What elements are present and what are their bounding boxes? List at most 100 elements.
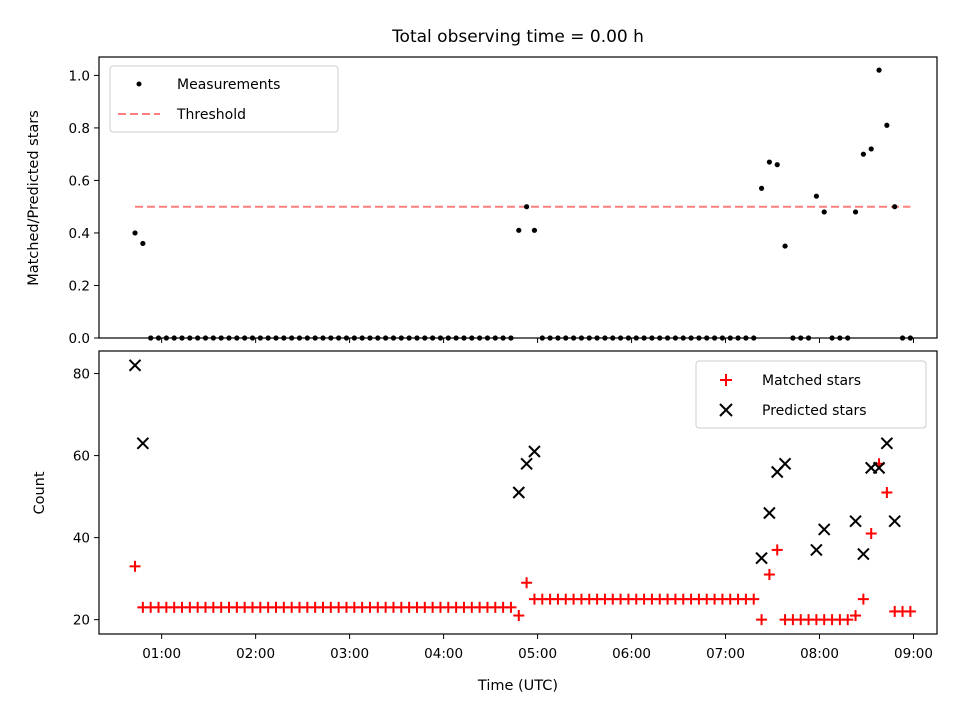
measurement-point	[249, 335, 256, 341]
matched-star-point	[842, 614, 854, 626]
measurement-point	[735, 335, 741, 341]
measurement-point	[758, 185, 765, 191]
measurement-point	[696, 335, 702, 341]
bottom-axis-ticks: 20 40 60 80 01:00 02:00 03:00 04:00 05:00 06:00 07…	[73, 367, 933, 662]
measurement-point	[625, 335, 632, 341]
measurement-point	[461, 335, 467, 341]
matched-star-point	[865, 528, 877, 540]
top-y-tick-label: 0.4	[69, 226, 90, 242]
measurement-point	[210, 335, 216, 341]
top-y-tick-label: 0.6	[69, 173, 90, 189]
measurement-point	[320, 335, 326, 341]
measurement-point	[265, 335, 271, 341]
measurement-point	[672, 335, 679, 341]
measurement-point	[657, 335, 663, 341]
matched-star-point	[763, 569, 775, 581]
legend-matched-label: Matched stars	[762, 373, 861, 389]
predicted-star-point	[136, 437, 150, 450]
matched-star-point	[521, 577, 533, 589]
top-panel: 0.0 0.2 0.4 0.6 0.8 1.0 Matched/Predicted sta…	[26, 56, 938, 347]
legend-threshold-label: Threshold	[176, 107, 246, 123]
bottom-legend-box	[695, 360, 927, 429]
measurement-point	[218, 335, 224, 341]
predicted-star-point	[128, 359, 142, 372]
measurement-point	[884, 122, 890, 128]
measurement-point	[312, 335, 318, 341]
x-tick-label: 03:00	[330, 646, 369, 662]
measurement-point	[195, 335, 201, 341]
top-y-axis-label: Matched/Predicted stars	[26, 110, 42, 286]
measurement-point	[453, 335, 459, 341]
measurement-point	[171, 335, 177, 341]
measurement-point	[774, 162, 780, 168]
measurement-point	[445, 335, 451, 341]
measurement-point	[398, 335, 404, 341]
measurement-point	[907, 335, 913, 341]
bottom-y-tick-label: 80	[73, 367, 90, 383]
top-y-tick-label: 1.0	[69, 68, 90, 84]
matched-star-point	[771, 544, 783, 556]
measurement-point	[617, 335, 624, 341]
measurement-point	[140, 240, 146, 247]
matched-star-point	[505, 601, 517, 613]
predicted-star-point	[512, 486, 525, 499]
measurement-point	[242, 335, 248, 341]
predicted-star-point	[857, 547, 870, 561]
measurement-point	[179, 335, 185, 341]
measurement-point	[766, 159, 773, 165]
predicted-star-point	[755, 551, 768, 565]
measurement-point	[257, 335, 263, 341]
top-axis-ticks: 0.0 0.2 0.4 0.6 0.8 1.0	[69, 68, 915, 347]
matched-star-point	[756, 614, 768, 626]
measurement-point	[234, 335, 240, 341]
measurement-point	[469, 335, 475, 341]
top-plot-marks	[132, 67, 913, 341]
measurement-point	[704, 335, 710, 341]
measurement-point	[868, 146, 874, 152]
measurement-point	[571, 335, 577, 341]
top-y-tick-label: 0.2	[69, 278, 90, 294]
measurement-point	[484, 335, 491, 341]
measurement-point	[751, 335, 757, 341]
measurement-point	[367, 335, 373, 341]
legend-measurements-label: Measurements	[177, 77, 280, 93]
measurement-point	[602, 335, 608, 341]
top-plot-area	[98, 56, 938, 339]
bottom-legend: Matched stars Predicted stars	[695, 360, 927, 429]
measurement-point	[437, 335, 444, 341]
predicted-star-point	[763, 506, 776, 520]
predicted-star-point	[520, 457, 533, 470]
predicted-star-point	[849, 515, 862, 528]
measurement-point	[289, 335, 295, 341]
measurement-point	[492, 335, 498, 341]
x-tick-label: 05:00	[518, 646, 557, 662]
matched-star-point	[857, 593, 869, 605]
measurement-point	[422, 335, 428, 341]
bottom-y-axis-label: Count	[32, 471, 48, 514]
measurement-point	[805, 335, 812, 341]
measurement-point	[633, 335, 639, 341]
measurement-point	[163, 335, 169, 341]
measurement-point	[813, 193, 819, 199]
measurement-point	[547, 335, 553, 341]
x-axis-label: Time (UTC)	[477, 678, 558, 694]
top-legend: Measurements Threshold	[109, 65, 339, 133]
legend-predicted-label: Predicted stars	[762, 403, 867, 419]
measurement-point	[500, 335, 506, 341]
measurement-point	[477, 335, 483, 341]
measurement-point	[539, 335, 545, 341]
bottom-y-tick-label: 40	[73, 531, 90, 547]
measurement-point	[555, 335, 561, 341]
measurement-point	[563, 335, 569, 341]
predicted-star-point	[528, 445, 541, 458]
measurement-point	[414, 335, 420, 341]
x-tick-label: 08:00	[800, 646, 839, 662]
predicted-star-point	[872, 461, 886, 475]
measurement-point	[711, 335, 718, 341]
measurement-point	[727, 335, 733, 341]
predicted-star-point	[810, 543, 823, 557]
measurement-point	[821, 209, 827, 215]
measurement-point	[594, 335, 600, 341]
top-legend-box	[109, 65, 339, 133]
